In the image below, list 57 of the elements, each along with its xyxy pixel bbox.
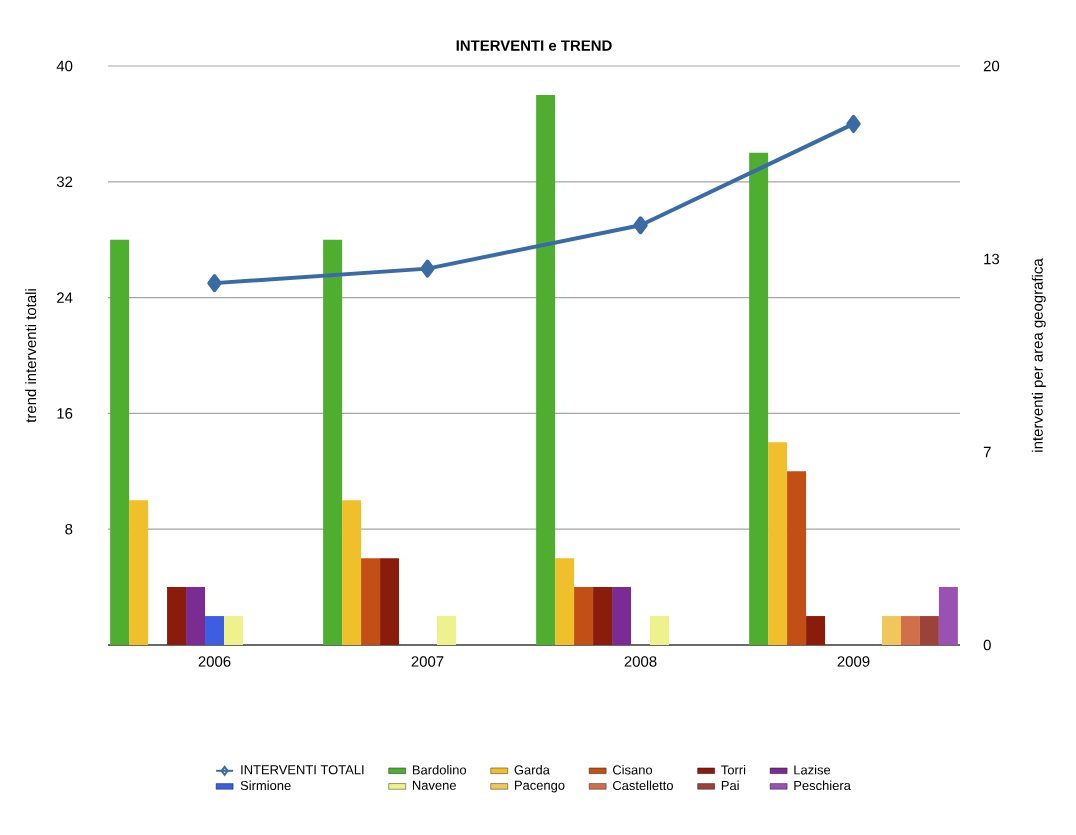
legend-label: Castelletto: [612, 780, 673, 791]
y2-tick-label: 7: [983, 446, 991, 458]
x-tick-label: 2006: [198, 656, 231, 667]
legend-label: Navene: [412, 780, 456, 790]
y2-tick-label: 0: [983, 639, 991, 651]
legend-label: Sirmione: [240, 780, 291, 791]
legend-label: INTERVENTI TOTALI: [241, 765, 364, 775]
bar: [900, 616, 920, 645]
bar: [787, 471, 807, 645]
x-tick-label: 2007: [411, 656, 444, 667]
bar: [110, 239, 130, 645]
legend-label: Lazise: [794, 764, 831, 775]
bar: [536, 94, 556, 645]
bar: [129, 500, 149, 645]
y2-axis-title: interventi per area geografica: [1031, 258, 1046, 452]
legend-label: Cisano: [612, 764, 653, 775]
bar: [167, 587, 187, 645]
bar: [881, 616, 901, 645]
point: [846, 114, 861, 133]
bar: [223, 616, 243, 645]
bar: [205, 616, 224, 645]
y-tick-label: 40: [56, 60, 73, 72]
legend-label: Peschiera: [794, 780, 851, 791]
legend-label: Bardolino: [412, 764, 467, 775]
bar: [436, 616, 456, 645]
point: [420, 259, 435, 278]
y-tick-label: 8: [65, 523, 73, 535]
y2-tick-label: 13: [984, 253, 1000, 265]
y-tick-label: 16: [57, 408, 73, 419]
bar: [650, 616, 669, 645]
bar: [806, 616, 826, 645]
y-tick-label: 32: [56, 176, 73, 188]
bar: [919, 616, 939, 645]
bar: [555, 558, 575, 645]
bar: [361, 558, 381, 645]
y2-tick-label: 20: [983, 60, 1000, 72]
legend-label: Garda: [514, 764, 550, 775]
point: [633, 216, 648, 235]
y-axis-title: trend interventi totali: [25, 289, 37, 423]
legend-label: Pacengo: [514, 780, 565, 793]
bar: [342, 500, 362, 645]
chart-title: INTERVENTI e TREND: [456, 40, 612, 51]
bar: [612, 587, 632, 645]
bar: [768, 442, 788, 645]
point: [207, 274, 222, 293]
bar: [186, 587, 206, 645]
legend-label: Pai: [721, 780, 739, 791]
bar: [749, 152, 769, 645]
x-tick-label: 2008: [624, 656, 657, 667]
bar: [938, 587, 958, 645]
bar: [380, 558, 400, 645]
bar: [593, 587, 613, 645]
legend-label: Torri: [721, 764, 746, 775]
x-tick-label: 2009: [837, 656, 870, 667]
bar: [323, 239, 343, 645]
bar: [574, 587, 594, 645]
y-tick-label: 24: [57, 292, 73, 303]
